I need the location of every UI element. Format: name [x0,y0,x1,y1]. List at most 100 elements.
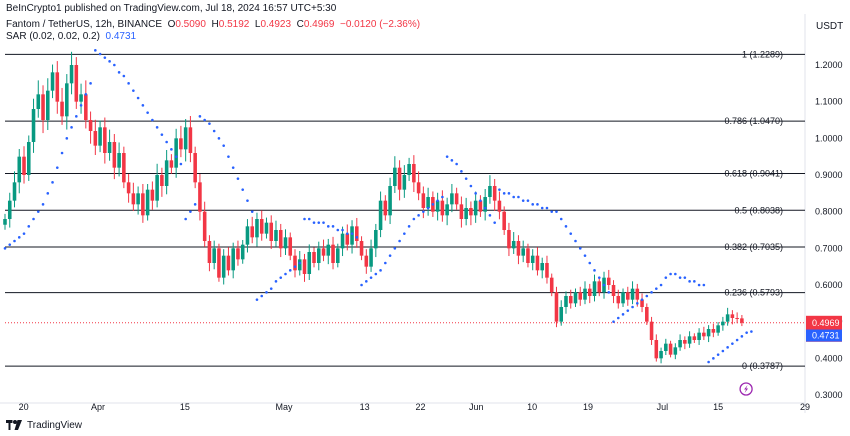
candle-body [316,248,321,263]
fib-level-label: 0.236 (0.5793) [724,288,783,298]
sar-dot [227,155,230,158]
sar-dot [350,232,354,235]
candle-body [84,94,88,120]
candle-body [606,277,611,285]
time-tick-label: 29 [800,402,810,412]
sar-dot [712,357,715,360]
sar-dot [550,210,554,213]
price-tick-label: 0.7000 [815,243,843,253]
fib-level-label: 1 (1.2289) [742,49,783,59]
candle-body [492,186,497,201]
candle-body [454,193,459,205]
sar-dot [345,232,349,235]
time-tick-label: 13 [360,402,370,412]
sar-dot [597,276,601,279]
candle-body [350,226,354,245]
candle-body [160,175,164,186]
candle-body [464,208,468,219]
sar-dot [731,342,734,345]
candle-body [136,193,140,205]
candle-body [31,109,36,142]
sar-dot [217,137,221,140]
candle-body [526,248,530,263]
candle-body [450,193,454,205]
sar-dot [65,137,69,140]
candle-body [98,127,102,146]
sar-dot [445,155,449,158]
candle-body [678,340,682,348]
candle-body [112,142,117,168]
candle-body [46,90,50,120]
time-tick-label: 15 [180,402,190,412]
candle-body [145,189,150,216]
candle-body [416,182,421,194]
sar-dot [208,122,211,125]
sar-dot [612,320,615,323]
candle-body [497,200,502,212]
sar-dot [507,192,511,195]
candle-body [426,197,430,208]
sar-dot [108,60,111,63]
sar-dot [716,353,720,356]
sar-dot [46,192,50,195]
sar-dot [98,52,102,56]
brand-name: TradingView [27,419,83,431]
time-tick-label: 22 [415,402,425,412]
sar-dot [683,276,687,279]
candle-body [402,175,407,190]
sar-dot [474,192,477,195]
sar-dot [51,181,54,184]
sar-dot [626,309,630,312]
candle-body [93,131,98,146]
candle-body [578,292,583,300]
open-value: 0.5090 [175,19,206,30]
candle-body [221,255,226,278]
candle-body [616,296,621,304]
candle-body [664,343,668,351]
lightning-icon [739,382,753,396]
sar-dot [212,129,216,133]
candle-body [117,153,121,168]
sar-dot [231,166,235,169]
sar-dot [155,126,159,129]
candle-body [516,241,521,256]
candle-body [179,138,183,150]
sar-dot [184,217,187,221]
sar-dot [697,283,701,287]
sar-dot [379,269,382,272]
sar-dot [593,269,596,272]
candle-body [183,127,188,150]
candle-body [530,255,535,263]
candle-body [383,200,388,216]
candle-body [193,153,197,183]
sar-value: 0.4731 [105,31,137,42]
sar-dot [36,210,40,213]
candle-body [293,255,297,271]
candle-body [364,255,369,267]
sar-dot [279,276,283,279]
sar-dot [331,225,335,228]
sar-dot [455,162,458,166]
candle-body [231,248,235,271]
sar-dot [307,217,311,221]
close-label: C [296,19,304,30]
candle-body [312,252,316,263]
sar-dot [693,280,696,283]
candle-body [706,329,711,337]
currency-label: USDT [816,21,844,32]
candle-body [654,340,659,359]
time-tick-label: 10 [527,402,537,412]
sar-dot [41,203,45,206]
candle-body [274,230,278,241]
sar-dot [479,199,482,202]
footer-brand: TradingView [5,419,82,431]
price-tick-label: 1.1000 [815,97,843,107]
fib-level-label: 0.618 (0.9041) [724,168,783,178]
sar-dot [388,254,392,257]
candle-body [554,292,559,322]
fib-level-label: 0.5 (0.8038) [734,205,783,215]
sar-dot [132,89,135,92]
sar-dot [189,210,192,213]
sar-dot [193,203,197,206]
